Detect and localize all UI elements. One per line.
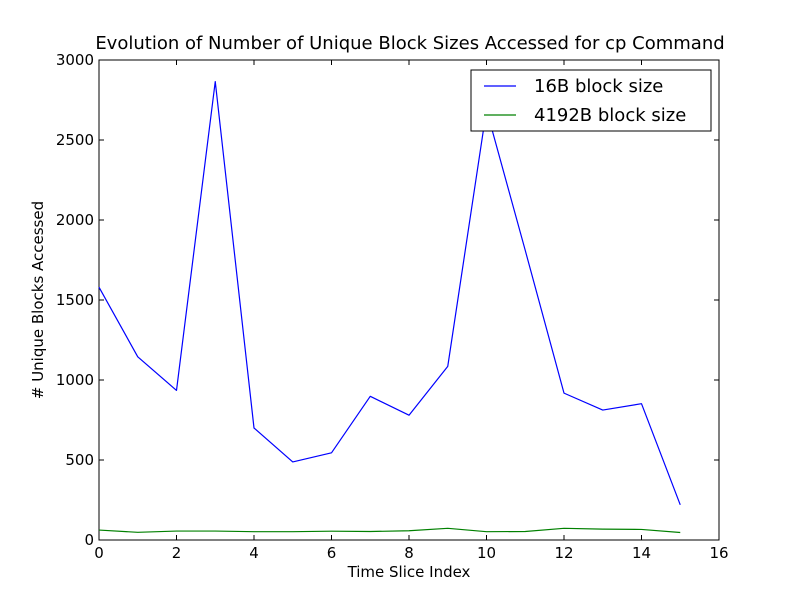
x-tick-label: 2 bbox=[172, 544, 182, 562]
y-tick-label: 500 bbox=[65, 451, 94, 469]
y-tick-label: 1000 bbox=[56, 371, 94, 389]
series-lines bbox=[98, 80, 681, 534]
chart-title: Evolution of Number of Unique Block Size… bbox=[95, 33, 724, 54]
legend-box bbox=[470, 69, 712, 132]
legend-label-4192b: 4192B block size bbox=[534, 105, 686, 126]
series-line-4192b bbox=[98, 527, 681, 534]
x-axis: 0 2 4 6 8 10 12 14 16 bbox=[94, 60, 729, 562]
x-tick-label: 16 bbox=[709, 544, 728, 562]
plot-area: 0 2 4 6 8 10 12 14 16 0 500 1000 1500 2000 2500 3000 bbox=[56, 51, 729, 562]
x-tick-label: 14 bbox=[632, 544, 651, 562]
y-tick-label: 0 bbox=[84, 531, 94, 549]
y-axis: 0 500 1000 1500 2000 2500 3000 bbox=[56, 51, 719, 549]
legend: 16B block size 4192B block size bbox=[470, 69, 712, 132]
x-tick-label: 0 bbox=[94, 544, 104, 562]
x-tick-label: 4 bbox=[249, 544, 259, 562]
y-tick-label: 1500 bbox=[56, 291, 94, 309]
y-tick-label: 2000 bbox=[56, 211, 94, 229]
x-tick-label: 12 bbox=[554, 544, 573, 562]
legend-label-16b: 16B block size bbox=[534, 76, 663, 97]
y-axis-label: # Unique Blocks Accessed bbox=[29, 201, 47, 399]
x-axis-label: Time Slice Index bbox=[347, 563, 471, 581]
y-tick-label: 2500 bbox=[56, 131, 94, 149]
y-tick-label: 3000 bbox=[56, 51, 94, 69]
x-tick-label: 10 bbox=[477, 544, 496, 562]
plot-frame bbox=[98, 59, 720, 541]
x-tick-label: 8 bbox=[404, 544, 414, 562]
series-line-16b bbox=[98, 80, 681, 506]
x-tick-label: 6 bbox=[327, 544, 337, 562]
